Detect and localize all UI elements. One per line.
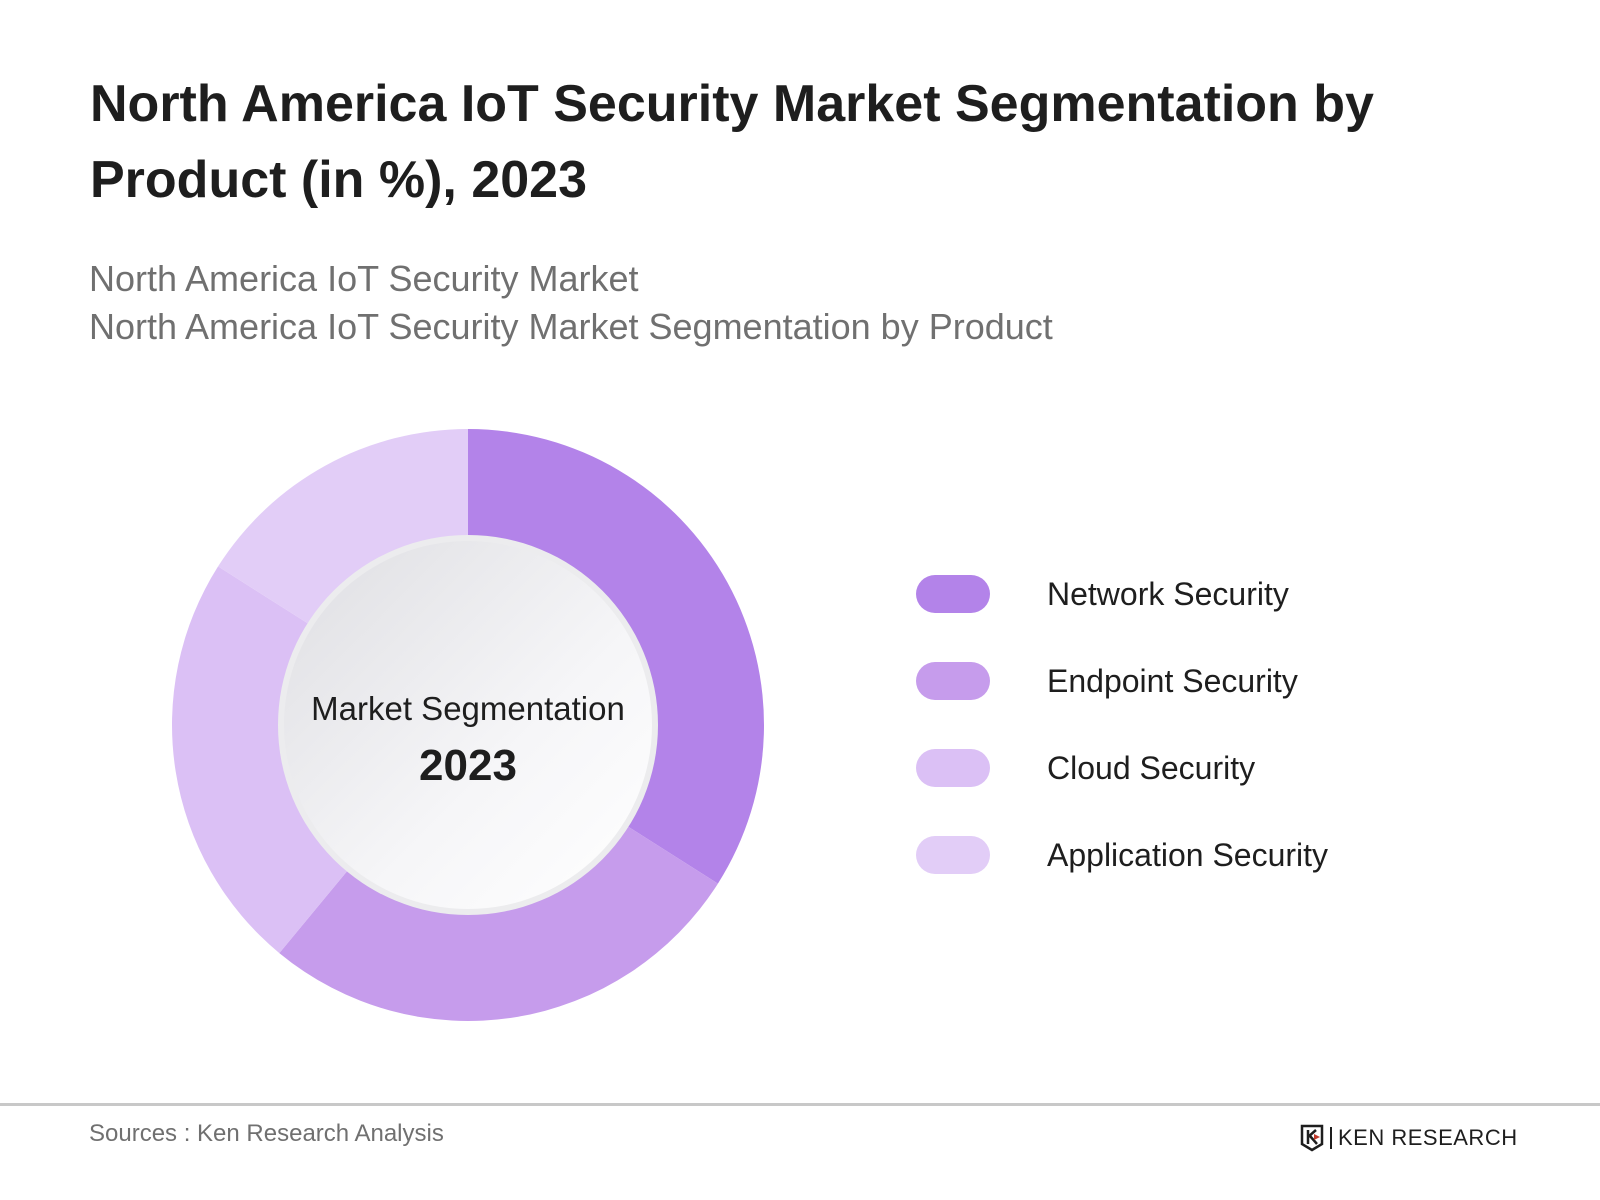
subtitle-1: North America IoT Security Market <box>89 258 639 299</box>
legend-label: Application Security <box>1047 836 1329 873</box>
logo-text: KEN RESEARCH <box>1338 1125 1518 1150</box>
legend-item: Application Security <box>916 835 1328 875</box>
legend-item: Cloud Security <box>916 748 1255 788</box>
ken-logo-icon <box>1300 1124 1324 1152</box>
footer-divider <box>0 1103 1600 1106</box>
chart-title: North America IoT Security Market Segmen… <box>90 75 1374 209</box>
center-value: 2023 <box>419 741 517 790</box>
center-disc <box>284 541 652 909</box>
legend-label: Endpoint Security <box>1047 662 1298 699</box>
legend-label: Cloud Security <box>1047 749 1256 786</box>
legend-item: Network Security <box>916 574 1289 614</box>
legend-label: Network Security <box>1047 575 1289 612</box>
center-label: Market Segmentation <box>311 690 625 727</box>
legend-swatch <box>916 836 990 874</box>
ken-research-logo: KEN RESEARCH <box>1300 1124 1518 1152</box>
slice-application-security <box>218 429 468 645</box>
legend-swatch <box>916 749 990 787</box>
sources-note: Sources : Ken Research Analysis <box>89 1120 444 1147</box>
legend-swatch <box>916 575 990 613</box>
legend-item: Endpoint Security <box>916 661 1298 701</box>
legend-swatch <box>916 662 990 700</box>
subtitle-2: North America IoT Security Market Segmen… <box>89 306 1053 347</box>
